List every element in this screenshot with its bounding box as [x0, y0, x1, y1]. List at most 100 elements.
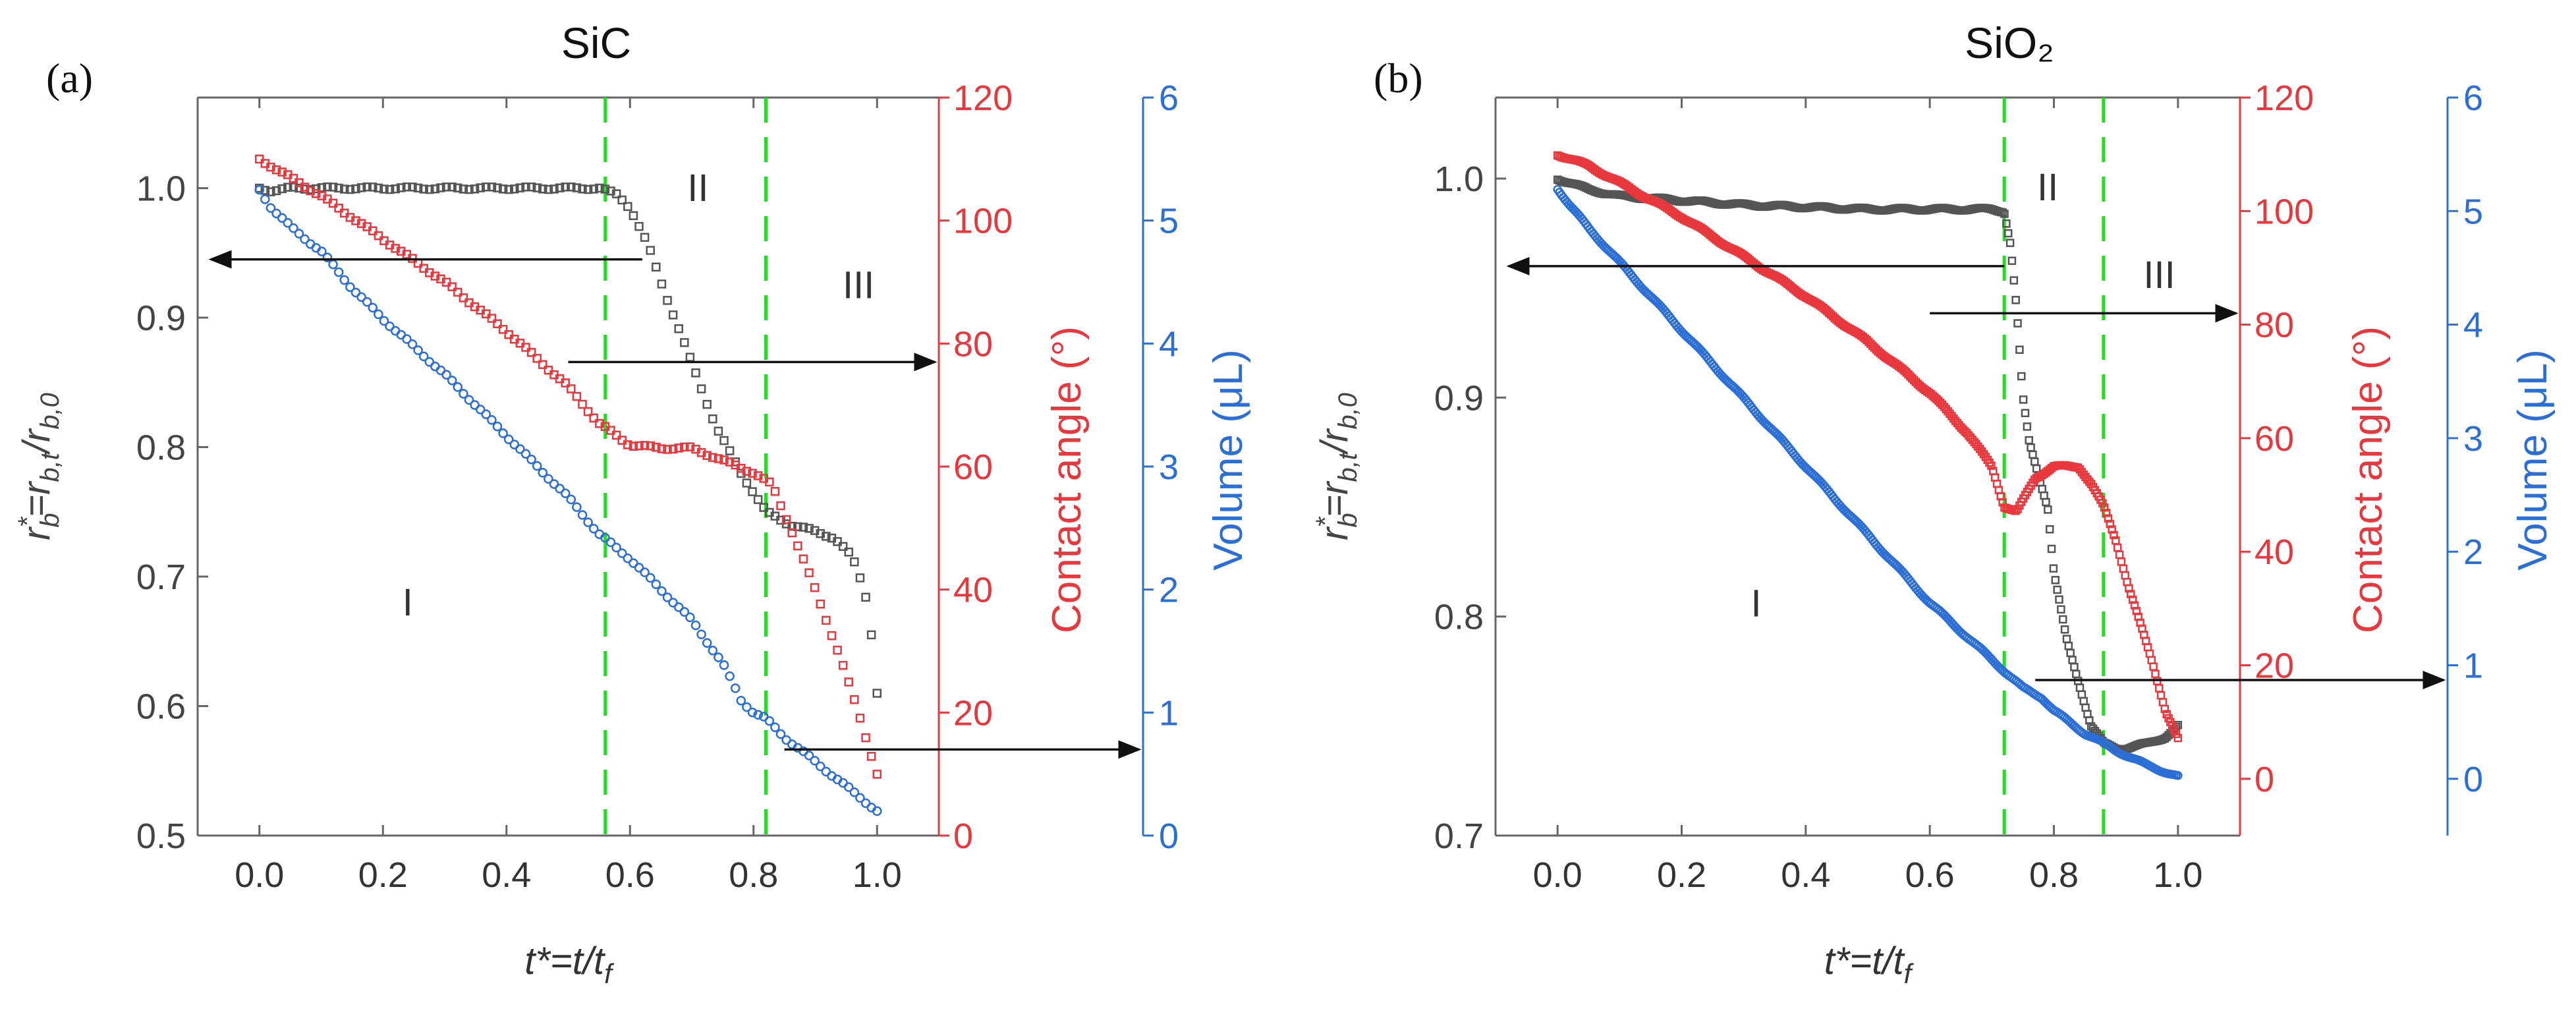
data-point-volume [583, 517, 593, 527]
panel-a: (a) SiC 0.0 0.2 0.4 0.6 0.8 1.0 0.5 0.6 0.7 0.8 0.9 1… [13, 18, 1251, 989]
data-point-angle [646, 441, 655, 451]
data-point-radius [600, 185, 610, 194]
data-point-angle [657, 444, 667, 453]
data-point-angle [753, 471, 763, 480]
data-point-radius [419, 185, 428, 194]
data-point-volume [294, 229, 304, 239]
data-point-radius [436, 183, 445, 192]
data-point-radius [2002, 219, 2011, 228]
data-point-volume [424, 356, 435, 367]
y-angle-tick-label: 20 [953, 693, 993, 733]
data-point-radius [798, 523, 808, 532]
data-point-volume [629, 558, 638, 568]
region-label: II [687, 167, 708, 210]
region-label: I [403, 581, 413, 624]
data-point-radius [2040, 491, 2048, 500]
data-point-volume [588, 523, 599, 534]
data-point-angle [787, 528, 797, 538]
data-point-volume [611, 542, 621, 553]
data-point-volume [283, 217, 293, 228]
data-point-volume [447, 376, 457, 385]
data-point-angle [810, 583, 820, 592]
data-point-angle [277, 167, 287, 177]
data-point-radius [328, 183, 338, 192]
data-point-radius [753, 495, 763, 504]
data-point-angle [567, 384, 576, 393]
data-point-radius [555, 183, 565, 192]
data-point-volume [634, 563, 644, 573]
data-point-radius [708, 414, 717, 424]
data-point-angle [2149, 662, 2158, 671]
data-point-radius [2003, 229, 2013, 238]
data-point-angle [2102, 509, 2111, 517]
data-point-radius [663, 296, 672, 305]
data-point-radius [351, 184, 360, 194]
y-angle-tick-label: 60 [2254, 419, 2294, 459]
data-point-angle [2115, 550, 2124, 559]
data-point-radius [362, 182, 372, 192]
y-volume-axis-label: Volume (μL) [1206, 349, 1251, 571]
y-angle-tick-label: 80 [2254, 306, 2294, 345]
data-point-radius [668, 310, 678, 320]
series-blue [254, 185, 882, 816]
data-point-radius [413, 183, 423, 193]
data-point-radius [317, 183, 327, 192]
data-point-angle [328, 198, 338, 208]
data-point-angle [2113, 543, 2122, 552]
data-point-volume [453, 382, 463, 392]
data-point-angle [816, 599, 825, 609]
data-point-volume [736, 695, 746, 706]
data-point-radius [260, 186, 270, 195]
data-point-volume [333, 267, 344, 277]
y-angle-axis-label: Contact angle (°) [1044, 326, 1090, 633]
data-point-volume [742, 702, 752, 712]
ylabel-sub3: b,0 [36, 393, 65, 430]
data-point-radius [498, 185, 508, 194]
data-point-radius [356, 183, 366, 192]
panel-label: (a) [46, 55, 93, 101]
data-point-radius [2027, 443, 2035, 452]
data-point-radius [680, 338, 689, 347]
data-point-angle [271, 165, 281, 175]
data-point-volume [515, 444, 525, 454]
data-point-angle [2158, 698, 2168, 706]
ylabel-sup: * [13, 516, 42, 527]
data-point-radius [2064, 641, 2073, 650]
data-point-volume [492, 421, 503, 432]
y-left-tick-label: 0.8 [136, 428, 186, 468]
y-left-tick-label: 0.5 [136, 816, 186, 856]
y-left-axis-label: rb*=rb,t/rb,0 [13, 393, 65, 540]
y-angle-tick-label: 40 [953, 571, 993, 610]
data-point-volume [702, 638, 712, 648]
data-point-radius [2047, 544, 2056, 554]
data-point-volume [855, 793, 865, 803]
series-red [1553, 151, 2183, 743]
data-point-radius [850, 557, 859, 567]
data-point-angle [822, 615, 831, 625]
y-volume-tick-label: 5 [2463, 192, 2483, 231]
data-point-radius [2057, 605, 2065, 614]
data-point-angle [617, 436, 627, 445]
data-point-volume [362, 297, 372, 307]
data-point-volume [470, 400, 480, 410]
data-point-angle [663, 445, 672, 454]
data-point-radius [340, 185, 349, 194]
data-point-radius [725, 446, 735, 455]
data-point-volume [843, 782, 854, 792]
data-point-angle [2106, 519, 2115, 528]
ylabel-sup: * [1311, 516, 1340, 527]
data-point-radius [482, 182, 491, 192]
data-point-angle [1987, 461, 1996, 470]
data-point-radius [640, 233, 650, 242]
data-point-radius [2038, 484, 2047, 494]
data-point-radius [844, 548, 853, 557]
data-point-radius [2030, 457, 2039, 466]
data-point-angle [482, 309, 491, 318]
data-point-angle [652, 442, 661, 452]
data-point-radius [334, 183, 343, 193]
data-point-volume [498, 428, 508, 438]
data-point-radius [793, 522, 802, 532]
data-point-volume [475, 405, 486, 414]
data-point-radius [855, 573, 865, 583]
ylabel-sub2: b,t [36, 451, 65, 482]
